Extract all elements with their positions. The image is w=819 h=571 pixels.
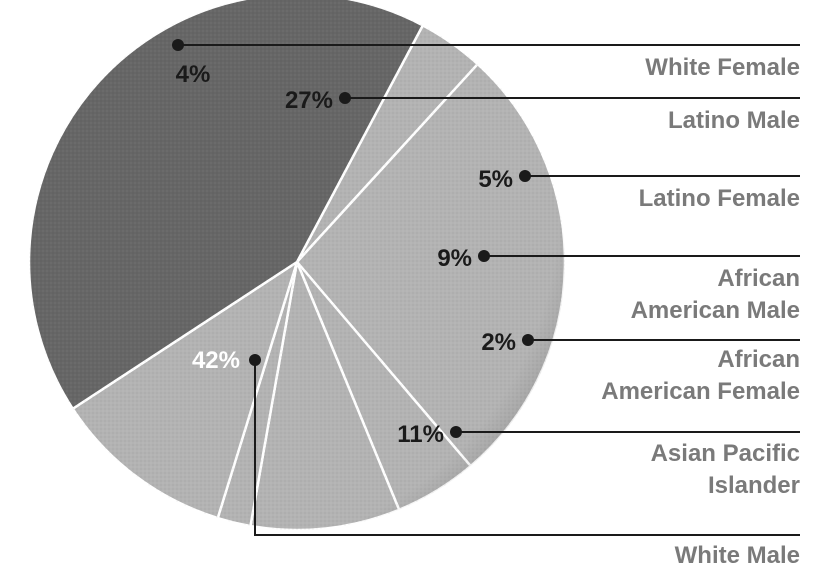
value-label-asian-pacific-islander: 11% [397,421,444,448]
category-label-african-american-female-line-1: African [717,346,800,373]
leader-dot-asian-pacific-islander [450,426,462,438]
category-label-white-male: White Male [675,542,800,569]
category-label-latino-female: Latino Female [639,185,800,212]
leader-dot-white-female [172,39,184,51]
value-label-white-male: 42% [192,347,240,374]
leader-dot-african-american-female [522,334,534,346]
leader-dot-latino-female [519,170,531,182]
category-label-white-female: White Female [645,54,800,81]
leader-dot-latino-male [339,92,351,104]
value-label-african-american-male: 9% [437,245,472,272]
value-label-white-female: 4% [176,61,211,88]
value-label-african-american-female: 2% [481,329,516,356]
category-label-latino-male: Latino Male [668,107,800,134]
category-label-african-american-female-line-2: American Female [601,378,800,405]
pie-shading [29,0,565,530]
value-label-latino-female: 5% [478,166,513,193]
category-label-asian-pacific-islander-line-2: Islander [708,472,800,499]
category-label-african-american-male-line-2: American Male [631,297,800,324]
leader-dot-african-american-male [478,250,490,262]
leader-dot-white-male [249,354,261,366]
category-label-african-american-male-line-1: African [717,265,800,292]
category-label-asian-pacific-islander-line-1: Asian Pacific [651,440,800,467]
leader-line-white-male [254,360,800,536]
value-label-latino-male: 27% [285,87,333,114]
